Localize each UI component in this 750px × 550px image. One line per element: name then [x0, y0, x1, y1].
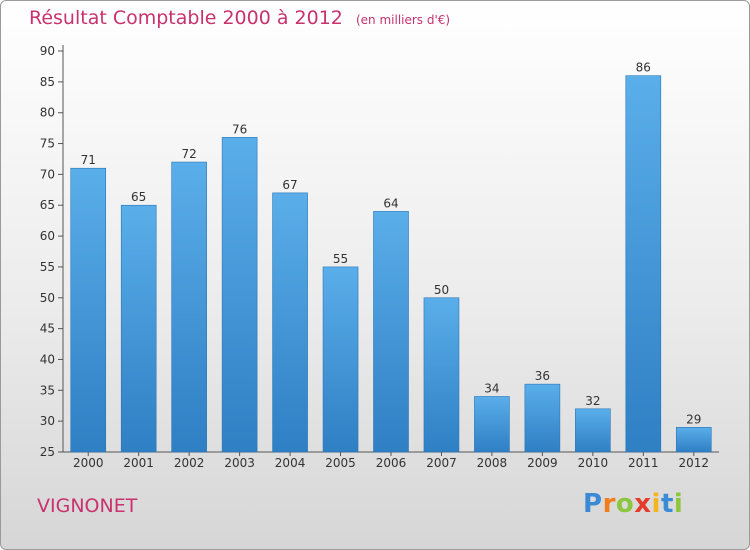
- y-tick-label: 65: [40, 198, 55, 212]
- bar-2008: [474, 396, 510, 453]
- chart-title: Résultat Comptable 2000 à 2012 (en milli…: [29, 7, 450, 29]
- bar-2003: [221, 137, 258, 453]
- y-tick-label: 45: [40, 322, 55, 336]
- y-tick-label: 50: [40, 291, 55, 305]
- bar-2011: [625, 75, 662, 453]
- data-label-2010: 32: [585, 394, 600, 408]
- logo-letter: t: [660, 489, 674, 519]
- data-label-2009: 36: [535, 369, 550, 383]
- y-tick-label: 80: [40, 106, 55, 120]
- x-tick-label-2006: 2006: [376, 456, 407, 470]
- logo-letter: r: [602, 489, 616, 519]
- data-label-2006: 64: [383, 196, 398, 210]
- y-tick-label: 70: [40, 167, 55, 181]
- x-tick-label-2007: 2007: [426, 456, 457, 470]
- x-tick-label-2005: 2005: [325, 456, 356, 470]
- bar-2002: [171, 161, 207, 453]
- y-tick-label: 60: [40, 229, 55, 243]
- data-label-2000: 71: [81, 153, 96, 167]
- unit-text: (en milliers d'€): [355, 13, 451, 27]
- y-tick-label: 35: [40, 383, 55, 397]
- bar-2000: [70, 167, 107, 453]
- bar-2009: [524, 383, 561, 453]
- data-label-2008: 34: [484, 381, 499, 395]
- data-label-2002: 72: [182, 147, 197, 161]
- bar-2005: [322, 266, 359, 453]
- y-tick-label: 30: [40, 414, 55, 428]
- data-label-2005: 55: [333, 252, 348, 266]
- y-tick-label: 55: [40, 260, 55, 274]
- x-tick-label-2011: 2011: [628, 456, 659, 470]
- y-tick-label: 75: [40, 137, 55, 151]
- x-tick-label-2000: 2000: [73, 456, 104, 470]
- logo-letter: i: [673, 489, 684, 519]
- x-tick-label-2012: 2012: [678, 456, 709, 470]
- y-tick-label: 40: [40, 352, 55, 366]
- commune-name: VIGNONET: [37, 495, 138, 517]
- x-tick-label-2010: 2010: [578, 456, 609, 470]
- bar-2001: [120, 204, 157, 453]
- x-tick-label-2003: 2003: [224, 456, 255, 470]
- bar-2006: [373, 211, 409, 453]
- proxiti-logo: Proxiti: [583, 489, 683, 519]
- title-text: Résultat Comptable 2000 à 2012: [29, 7, 343, 29]
- data-label-2007: 50: [434, 283, 449, 297]
- logo-letter: P: [583, 489, 603, 519]
- x-tick-label-2008: 2008: [477, 456, 508, 470]
- data-label-2003: 76: [232, 122, 247, 136]
- x-tick-label-2001: 2001: [123, 456, 154, 470]
- bar-2007: [423, 297, 460, 453]
- bar-2012: [675, 427, 712, 453]
- logo-letter: i: [651, 489, 661, 519]
- y-tick-label: 90: [40, 44, 55, 58]
- logo-letter: x: [634, 489, 652, 519]
- y-tick-label: 25: [40, 445, 55, 459]
- bar-2010: [575, 408, 611, 453]
- data-label-2001: 65: [131, 190, 146, 204]
- y-tick-label: 85: [40, 75, 55, 89]
- bar-2004: [272, 192, 308, 453]
- x-tick-label-2009: 2009: [527, 456, 558, 470]
- logo-letter: o: [615, 489, 635, 519]
- x-tick-label-2002: 2002: [174, 456, 205, 470]
- data-label-2011: 86: [636, 61, 651, 75]
- data-label-2004: 67: [282, 178, 297, 192]
- x-tick-label-2004: 2004: [275, 456, 306, 470]
- data-label-2012: 29: [686, 412, 701, 426]
